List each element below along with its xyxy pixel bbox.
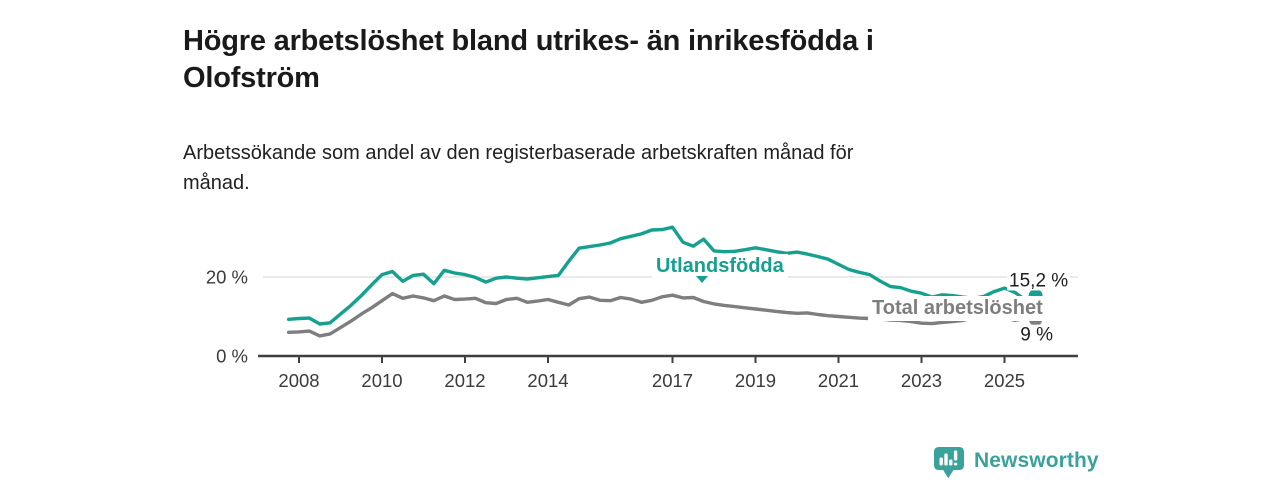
x-tick-label-2008: 2008	[278, 370, 319, 391]
x-tick-label-2021: 2021	[818, 370, 859, 391]
y-tick-label-0: 0 %	[216, 346, 248, 367]
newsworthy-logo-text: Newsworthy	[974, 449, 1099, 472]
series-line-0	[286, 225, 1038, 326]
series-label-utlandsfodda: Utlandsfödda	[652, 254, 788, 279]
x-tick-label-2023: 2023	[901, 370, 942, 391]
x-tick-label-2012: 2012	[444, 370, 485, 391]
y-tick-label-20: 20 %	[206, 267, 248, 288]
utlandsfodda-annotation-arrow-icon	[696, 276, 708, 283]
value-label-bg-1	[1020, 324, 1053, 345]
series-label-total-arbetsloshet: Total arbetslöshet	[868, 296, 1047, 321]
value-label-bg-0	[1007, 270, 1071, 291]
chart-title: Högre arbetslöshet bland utrikes- än inr…	[183, 23, 1083, 97]
series-end-value-label-1: 9 %	[1020, 325, 1053, 346]
x-tick-label-2017: 2017	[652, 370, 693, 391]
chart-title-line-2: Olofström	[183, 62, 320, 95]
newsworthy-branding: Newsworthy	[933, 446, 1099, 480]
x-tick-label-2010: 2010	[361, 370, 402, 391]
chart-subtitle: Arbetssökande som andel av den registerb…	[183, 138, 1083, 198]
plot-area: 2008 2010 2012 2014 2017 2019 2021 2023 2025 0 % 2…	[180, 210, 1100, 410]
series-end-value-label-0: 15,2 %	[1009, 270, 1068, 291]
chart-subtitle-line-2: månad.	[183, 172, 250, 194]
x-tick-label-2019: 2019	[735, 370, 776, 391]
x-tick-label-2025: 2025	[984, 370, 1025, 391]
newsworthy-logo-icon	[934, 447, 964, 479]
x-tick-label-2014: 2014	[527, 370, 568, 391]
chart-subtitle-line-1: Arbetssökande som andel av den registerb…	[183, 142, 854, 164]
series-line-1	[286, 291, 1038, 338]
chart-title-line-1: Högre arbetslöshet bland utrikes- än inr…	[183, 25, 874, 58]
line-chart: 2008 2010 2012 2014 2017 2019 2021 2023 2025 0 % 2…	[206, 225, 1078, 391]
